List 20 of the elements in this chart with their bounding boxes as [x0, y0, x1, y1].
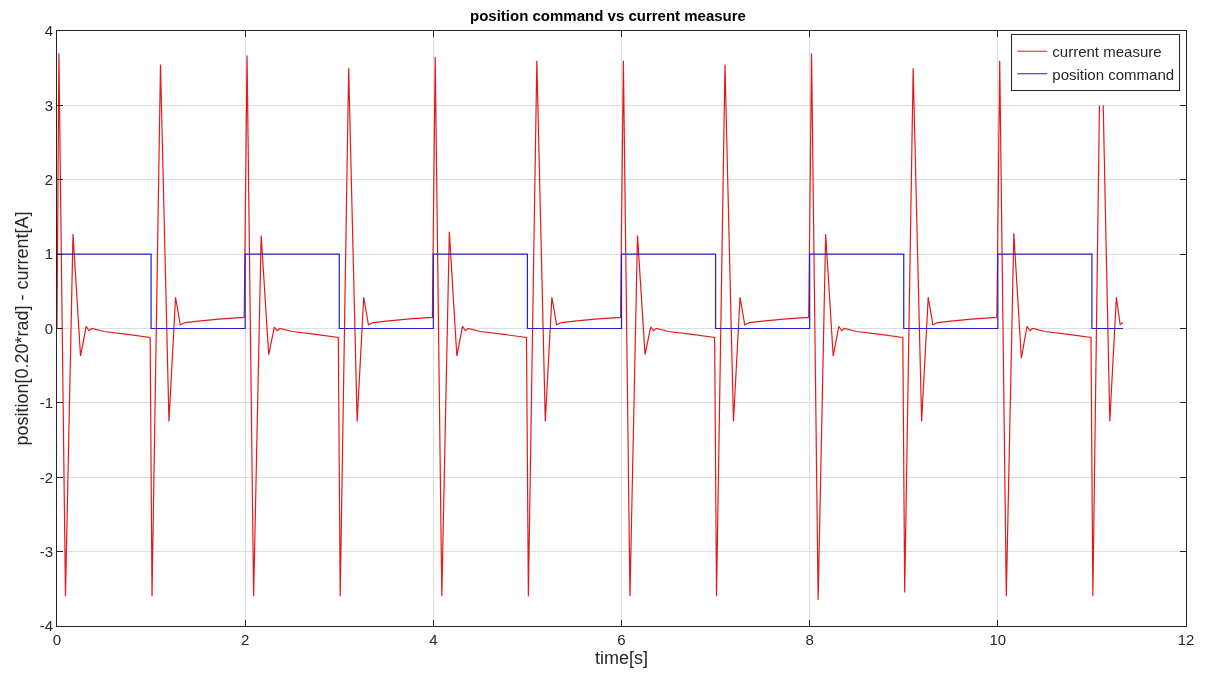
x-tick-label: 2: [241, 631, 250, 648]
x-tick-label: 8: [805, 631, 814, 648]
x-tick-label: 4: [429, 631, 438, 648]
y-tick-label: -3: [39, 542, 53, 560]
x-tick-label: 12: [1177, 631, 1195, 648]
chart-title: position command vs current measure: [470, 6, 746, 24]
y-tick-label: 1: [44, 245, 53, 263]
legend-label: position command: [1052, 65, 1175, 83]
x-axis-title: time[s]: [594, 648, 649, 669]
legend-label: current measure: [1052, 43, 1162, 61]
y-tick-label: 3: [44, 96, 53, 114]
y-tick-label: -1: [39, 394, 53, 412]
y-tick-label: 0: [44, 319, 53, 337]
y-tick-label: -4: [39, 617, 53, 635]
y-tick-label: 2: [44, 171, 53, 188]
y-axis-title: position[0.20*rad] - current[A]: [11, 211, 32, 446]
y-tick-label: -2: [39, 468, 53, 486]
x-tick-label: 10: [989, 631, 1007, 648]
x-tick-label: 6: [617, 631, 626, 648]
y-tick-label: 4: [44, 22, 53, 40]
